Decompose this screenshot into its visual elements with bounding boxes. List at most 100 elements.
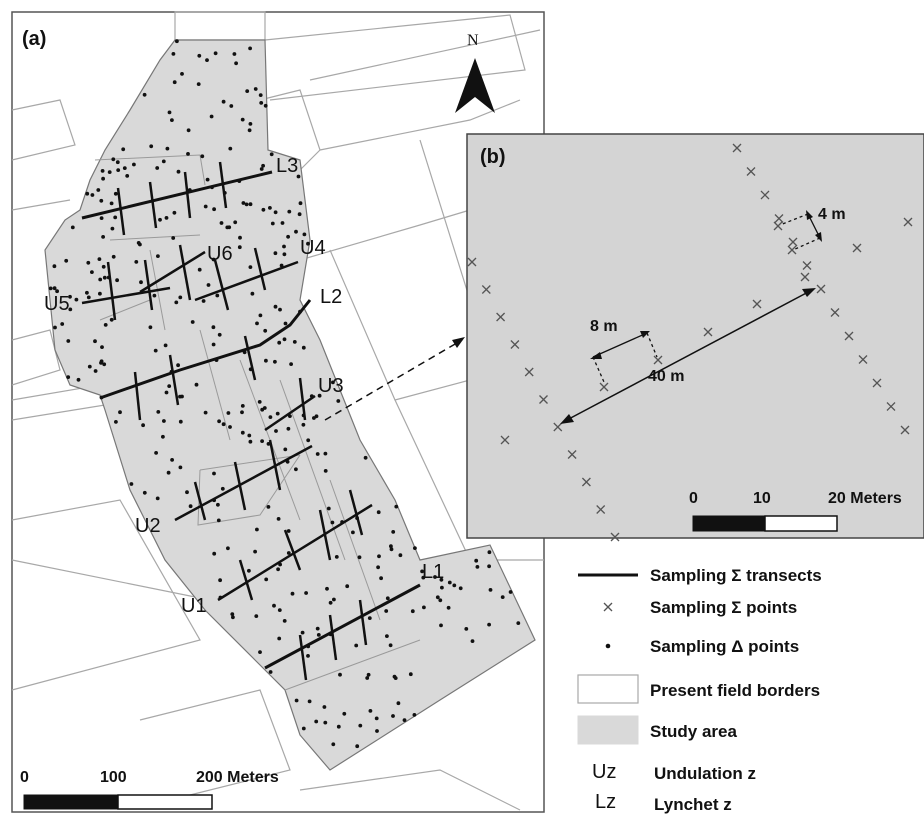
delta-point [98, 291, 102, 296]
delta-point [408, 672, 413, 677]
sigma-point [653, 355, 663, 365]
sigma-point [539, 395, 548, 404]
delta-point [258, 93, 263, 97]
delta-point [48, 286, 53, 291]
delta-point [385, 596, 390, 601]
delta-point [221, 99, 226, 104]
label-U6: U6 [207, 243, 233, 265]
delta-point [107, 170, 112, 175]
delta-point [368, 709, 373, 713]
sigma-point [703, 327, 713, 337]
delta-point [136, 241, 141, 245]
scale-a-tick-1: 100 [100, 769, 127, 786]
delta-point [331, 380, 335, 385]
transect-U4 [194, 260, 299, 302]
delta-point [116, 168, 121, 173]
sampling-sigma-points [467, 143, 913, 542]
delta-point [109, 201, 114, 206]
delta-point [396, 701, 401, 706]
delta-point [205, 58, 209, 62]
delta-point [194, 382, 199, 387]
legend-item-field-borders: Present field borders [577, 674, 820, 704]
delta-point [268, 415, 273, 419]
delta-point [139, 280, 143, 285]
delta-point [394, 504, 399, 509]
delta-point [435, 595, 440, 600]
delta-point [257, 400, 262, 404]
sigma-point [752, 299, 762, 309]
transect-U6 [139, 250, 206, 294]
delta-point [487, 550, 492, 555]
legend-item-sigma-points: Sampling Σ points [603, 598, 797, 617]
delta-point [111, 254, 116, 259]
delta-point [248, 122, 253, 126]
delta-point [178, 394, 182, 399]
sigma-point [903, 217, 913, 227]
delta-point [142, 92, 147, 97]
delta-point [226, 411, 231, 415]
delta-point [132, 162, 136, 167]
delta-point [203, 410, 208, 415]
delta-point [307, 699, 312, 704]
legend-label-study-area: Study area [650, 722, 737, 741]
delta-point [259, 167, 264, 171]
legend-item-lynchet: Lz Lynchet z [595, 791, 732, 814]
delta-point [323, 720, 328, 725]
delta-point [233, 220, 238, 225]
dim-4m [779, 210, 822, 251]
delta-point [296, 174, 301, 179]
legend-label-delta-points: Sampling Δ points [650, 637, 799, 656]
delta-point [334, 555, 339, 559]
delta-point [218, 578, 223, 583]
delta-point [99, 359, 104, 364]
delta-point [175, 39, 179, 44]
delta-point [221, 422, 226, 427]
delta-point [206, 283, 211, 287]
delta-point [355, 744, 360, 749]
delta-point [282, 252, 287, 257]
panel-a: L3 L2 L1 U4 U6 U5 U3 U2 U1 (a) N 0 100 2… [11, 11, 545, 813]
delta-point [328, 600, 333, 605]
sigma-point [773, 221, 783, 231]
delta-point [113, 191, 118, 196]
delta-point [220, 486, 225, 491]
delta-point [197, 267, 202, 272]
transects [81, 170, 421, 670]
scale-bar-a: 0 100 200 Meters [20, 769, 279, 810]
inset-pointer-arrow [324, 339, 463, 421]
dim-4m-label: 4 m [818, 206, 846, 223]
delta-point [70, 225, 75, 230]
delta-point [142, 490, 147, 495]
delta-point [90, 270, 94, 274]
transect-U3 [264, 394, 316, 432]
delta-point [66, 339, 71, 343]
delta-point [227, 225, 232, 230]
delta-point [205, 177, 210, 182]
delta-point [314, 719, 319, 724]
sigma-point [900, 425, 910, 435]
delta-point [52, 264, 57, 269]
delta-point [129, 482, 134, 486]
delta-point [330, 520, 335, 525]
delta-point [240, 410, 244, 415]
delta-point [266, 505, 271, 509]
delta-point [164, 216, 169, 220]
delta-point [276, 567, 280, 572]
delta-point [276, 517, 281, 521]
delta-point [203, 204, 208, 209]
delta-point [155, 496, 160, 501]
delta-point [323, 451, 328, 456]
delta-point [261, 207, 266, 212]
delta-point [277, 636, 282, 641]
delta-point [110, 226, 115, 231]
delta-point [216, 518, 221, 523]
transect-cross-ticks [106, 161, 368, 681]
delta-point [258, 313, 263, 318]
delta-point [99, 216, 104, 221]
delta-point [167, 110, 172, 115]
sigma-point [496, 312, 506, 322]
delta-point [376, 510, 381, 515]
delta-point [254, 614, 259, 618]
transect-U1 [217, 503, 373, 602]
delta-point [338, 672, 342, 677]
